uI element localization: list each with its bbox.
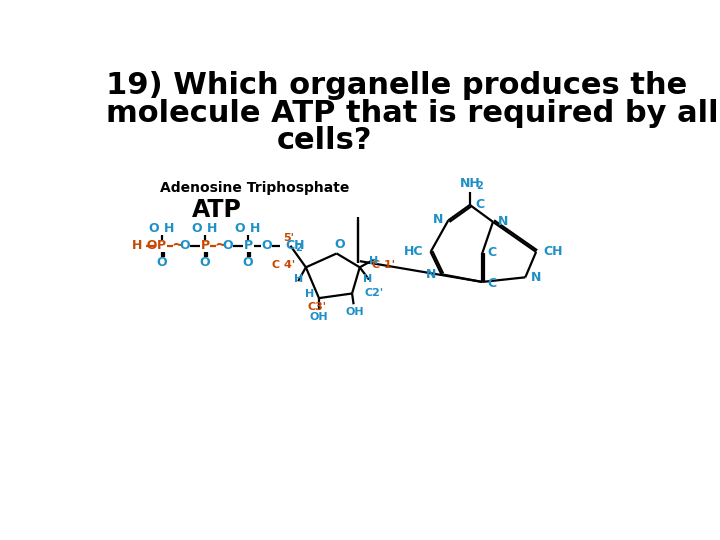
Text: O H: O H	[235, 222, 261, 235]
Text: C: C	[487, 277, 497, 290]
Text: P: P	[200, 239, 210, 252]
Text: N: N	[498, 214, 509, 228]
Text: 19) Which organelle produces the: 19) Which organelle produces the	[106, 71, 687, 100]
Text: H O: H O	[132, 239, 157, 252]
Text: O H: O H	[149, 222, 174, 235]
Text: N: N	[426, 268, 436, 281]
Text: H: H	[305, 289, 315, 299]
Text: O: O	[156, 256, 167, 269]
Text: ATP: ATP	[192, 198, 242, 221]
Text: molecule ATP that is required by all: molecule ATP that is required by all	[106, 99, 719, 127]
Text: C: C	[475, 198, 485, 211]
Text: OH: OH	[310, 312, 328, 322]
Text: OH: OH	[346, 307, 364, 317]
Text: H: H	[294, 274, 303, 284]
Text: O: O	[243, 256, 253, 269]
Text: C 4': C 4'	[272, 260, 295, 270]
Text: 2: 2	[477, 181, 483, 191]
Text: N: N	[531, 271, 541, 284]
Text: C2': C2'	[364, 288, 384, 299]
Text: O: O	[180, 239, 190, 252]
Text: Adenosine Triphosphate: Adenosine Triphosphate	[160, 181, 349, 195]
Text: P: P	[157, 239, 166, 252]
Text: CH: CH	[543, 245, 562, 259]
Text: CH: CH	[286, 239, 305, 252]
Text: N: N	[433, 213, 443, 226]
Text: NH: NH	[459, 177, 480, 190]
Text: H: H	[363, 274, 372, 284]
Text: ~: ~	[171, 238, 184, 253]
Text: C 1': C 1'	[372, 260, 395, 270]
Text: H: H	[369, 256, 378, 266]
Text: ~: ~	[215, 238, 228, 253]
Text: O: O	[261, 239, 272, 252]
Text: 5': 5'	[284, 233, 294, 243]
Text: HC: HC	[404, 245, 423, 259]
Text: 2: 2	[294, 243, 302, 253]
Text: O: O	[199, 256, 210, 269]
Text: cells?: cells?	[276, 126, 372, 156]
Text: O: O	[334, 238, 345, 251]
Text: O: O	[222, 239, 233, 252]
Text: O H: O H	[192, 222, 217, 235]
Text: P: P	[243, 239, 253, 252]
Text: C: C	[487, 246, 497, 259]
Text: C3': C3'	[308, 302, 327, 312]
